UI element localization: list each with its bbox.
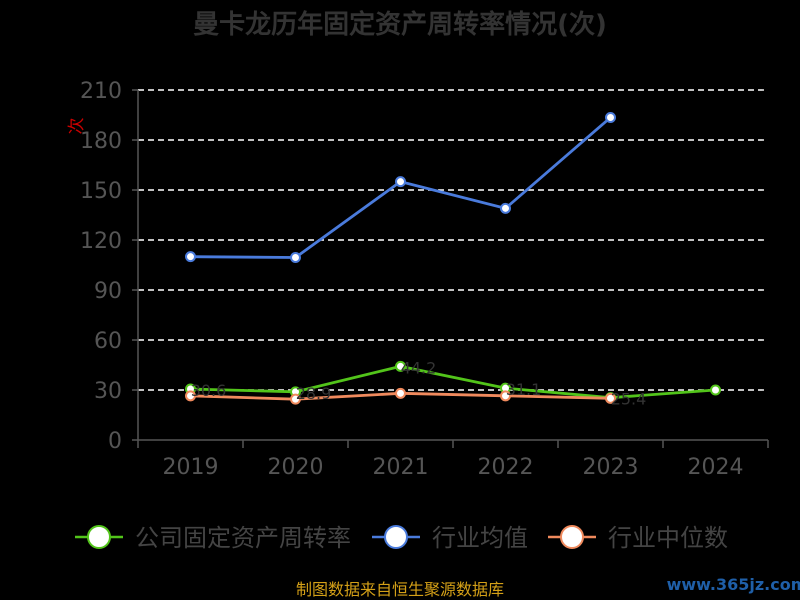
y-tick-label: 90 xyxy=(94,279,122,304)
legend[interactable]: 公司固定资产周转率 行业均值 行业中位数 xyxy=(75,524,728,552)
data-point[interactable] xyxy=(395,176,406,188)
series-lines xyxy=(185,112,721,405)
legend-label: 公司固定资产周转率 xyxy=(135,524,351,552)
series-line-0 xyxy=(190,364,716,400)
x-tick-label-2021: 2021 xyxy=(373,455,429,480)
axes: 0 30 60 90 120 150 180 210 2019 2020 2021 2022 2023 2… xyxy=(80,79,769,480)
data-labels: 30.6 28.9 44.2 31.1 25.4 xyxy=(191,358,647,408)
legend-item-2[interactable]: 行业中位数 xyxy=(548,524,728,552)
y-tick-label: 180 xyxy=(80,129,122,154)
y-tick-label: 210 xyxy=(80,79,122,104)
legend-label: 行业中位数 xyxy=(608,524,728,552)
x-tick-label-2019: 2019 xyxy=(163,455,219,480)
data-label: 28.9 xyxy=(296,384,332,403)
y-tick-label: 30 xyxy=(94,379,122,404)
data-point[interactable] xyxy=(500,202,511,214)
series-1 xyxy=(185,112,616,263)
data-point[interactable] xyxy=(290,252,301,263)
x-tick-label-2022: 2022 xyxy=(478,455,534,480)
data-point[interactable] xyxy=(605,112,616,123)
source-note: 制图数据来自恒生聚源数据库 xyxy=(296,580,504,599)
data-point[interactable] xyxy=(290,393,301,405)
data-label: 44.2 xyxy=(401,358,437,377)
data-point[interactable] xyxy=(500,390,511,402)
data-label: 31.1 xyxy=(506,380,542,399)
x-tick-label-2024: 2024 xyxy=(688,455,744,480)
legend-label: 行业均值 xyxy=(432,524,528,552)
series-2 xyxy=(185,387,616,405)
data-point[interactable] xyxy=(710,384,721,396)
y-tick-label: 150 xyxy=(80,179,122,204)
legend-item-1[interactable]: 行业均值 xyxy=(372,524,528,552)
y-tick-label: 60 xyxy=(94,329,122,354)
legend-marker xyxy=(87,525,111,549)
data-label: 25.4 xyxy=(611,390,647,409)
data-point[interactable] xyxy=(395,387,406,399)
grid xyxy=(138,89,768,391)
x-tick-label-2020: 2020 xyxy=(268,455,324,480)
data-point[interactable] xyxy=(185,251,196,263)
legend-marker xyxy=(384,525,408,549)
y-axis-unit-label: 次 xyxy=(67,118,87,135)
legend-item-0[interactable]: 公司固定资产周转率 xyxy=(75,524,351,552)
chart-title: 曼卡龙历年固定资产周转率情况(次) xyxy=(193,9,607,40)
x-tick-label-2023: 2023 xyxy=(583,455,639,480)
watermark: www.365jz.com xyxy=(667,575,800,594)
data-label: 30.6 xyxy=(191,381,227,400)
data-point[interactable] xyxy=(395,360,406,372)
data-point[interactable] xyxy=(605,392,616,404)
legend-marker xyxy=(560,525,584,549)
y-tick-label: 120 xyxy=(80,229,122,254)
data-point[interactable] xyxy=(185,390,196,402)
y-tick-label: 0 xyxy=(108,429,122,454)
series-line-1 xyxy=(190,116,612,259)
